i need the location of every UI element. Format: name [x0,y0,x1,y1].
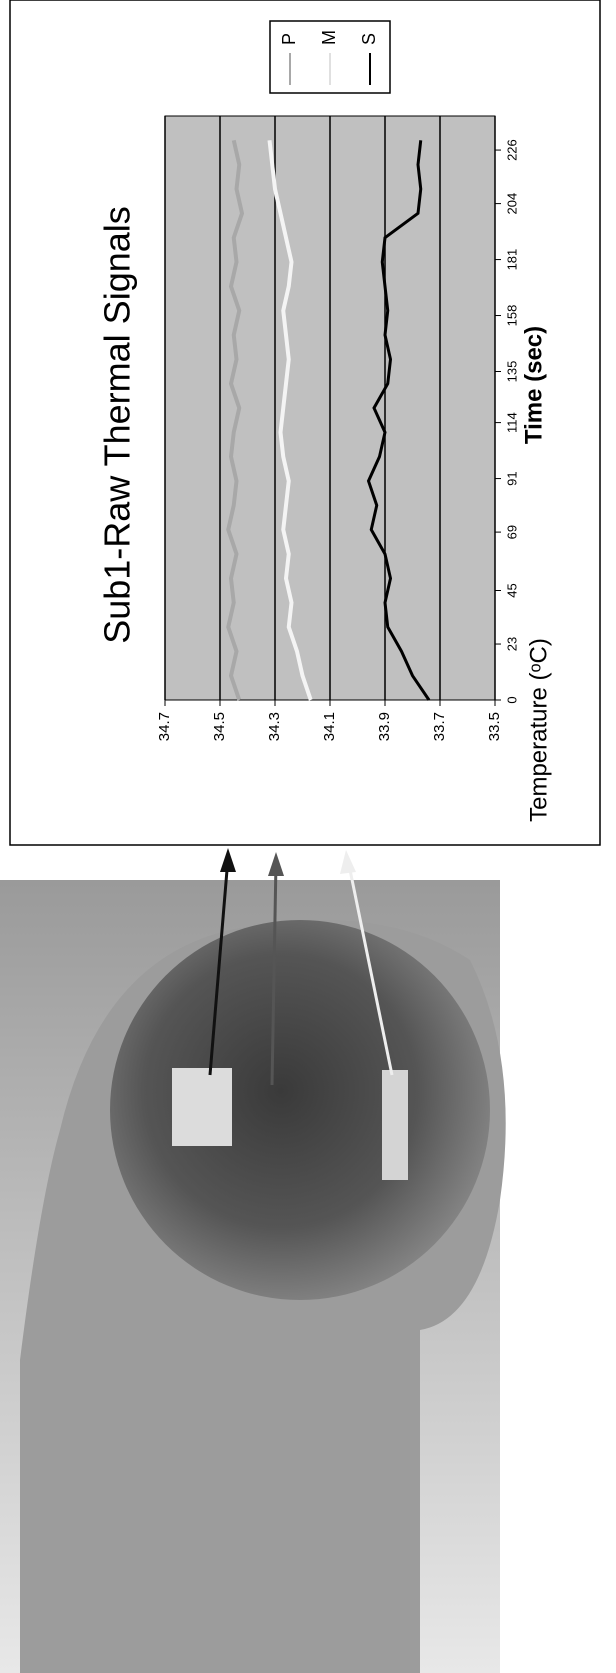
series-line [267,140,313,701]
y-tick-label: 33.7 [431,712,448,741]
y-tick-label: 34.5 [211,712,228,741]
y-tick-label: 34.3 [266,712,283,741]
y-tick-label: 33.5 [486,712,503,741]
series-line [366,140,431,701]
x-axis-title: Time (sec) [520,326,547,444]
x-tick-label: 69 [504,525,519,539]
arrow-head [220,848,236,872]
legend-label: S [359,33,379,45]
legend-label: P [279,33,299,45]
chart-title: Sub1-Raw Thermal Signals [97,206,138,644]
x-tick-label: 135 [504,361,519,383]
arrow-head [340,850,356,874]
arrow [346,859,394,1076]
arrow [270,861,278,1086]
x-tick-label: 114 [504,412,519,433]
y-axis-title: Temperature (ᵒC) [525,638,552,822]
arrow [208,857,230,1076]
legend-label: M [319,30,339,45]
x-tick-label: 181 [504,249,519,271]
thermal-image [0,848,506,1673]
x-tick-label: 45 [504,583,519,597]
face [110,920,490,1300]
x-tick-label: 226 [504,139,519,161]
chart: Sub1-Raw Thermal Signals 34.7 34.5 34.3 34.1… [9,0,601,846]
roi-periorbital [172,1068,232,1146]
roi-supraorbital [382,1070,408,1180]
x-tick-label: 0 [504,696,519,703]
x-tick-label: 91 [504,471,519,485]
series-line [226,139,245,701]
x-tick-label: 23 [504,637,519,651]
y-tick-label: 34.1 [321,712,338,741]
y-tick-label: 33.9 [376,712,393,741]
x-tick-label: 158 [504,305,519,327]
arrow-head [268,852,284,876]
x-tick-label: 204 [504,193,519,215]
y-tick-label: 34.7 [156,712,173,741]
